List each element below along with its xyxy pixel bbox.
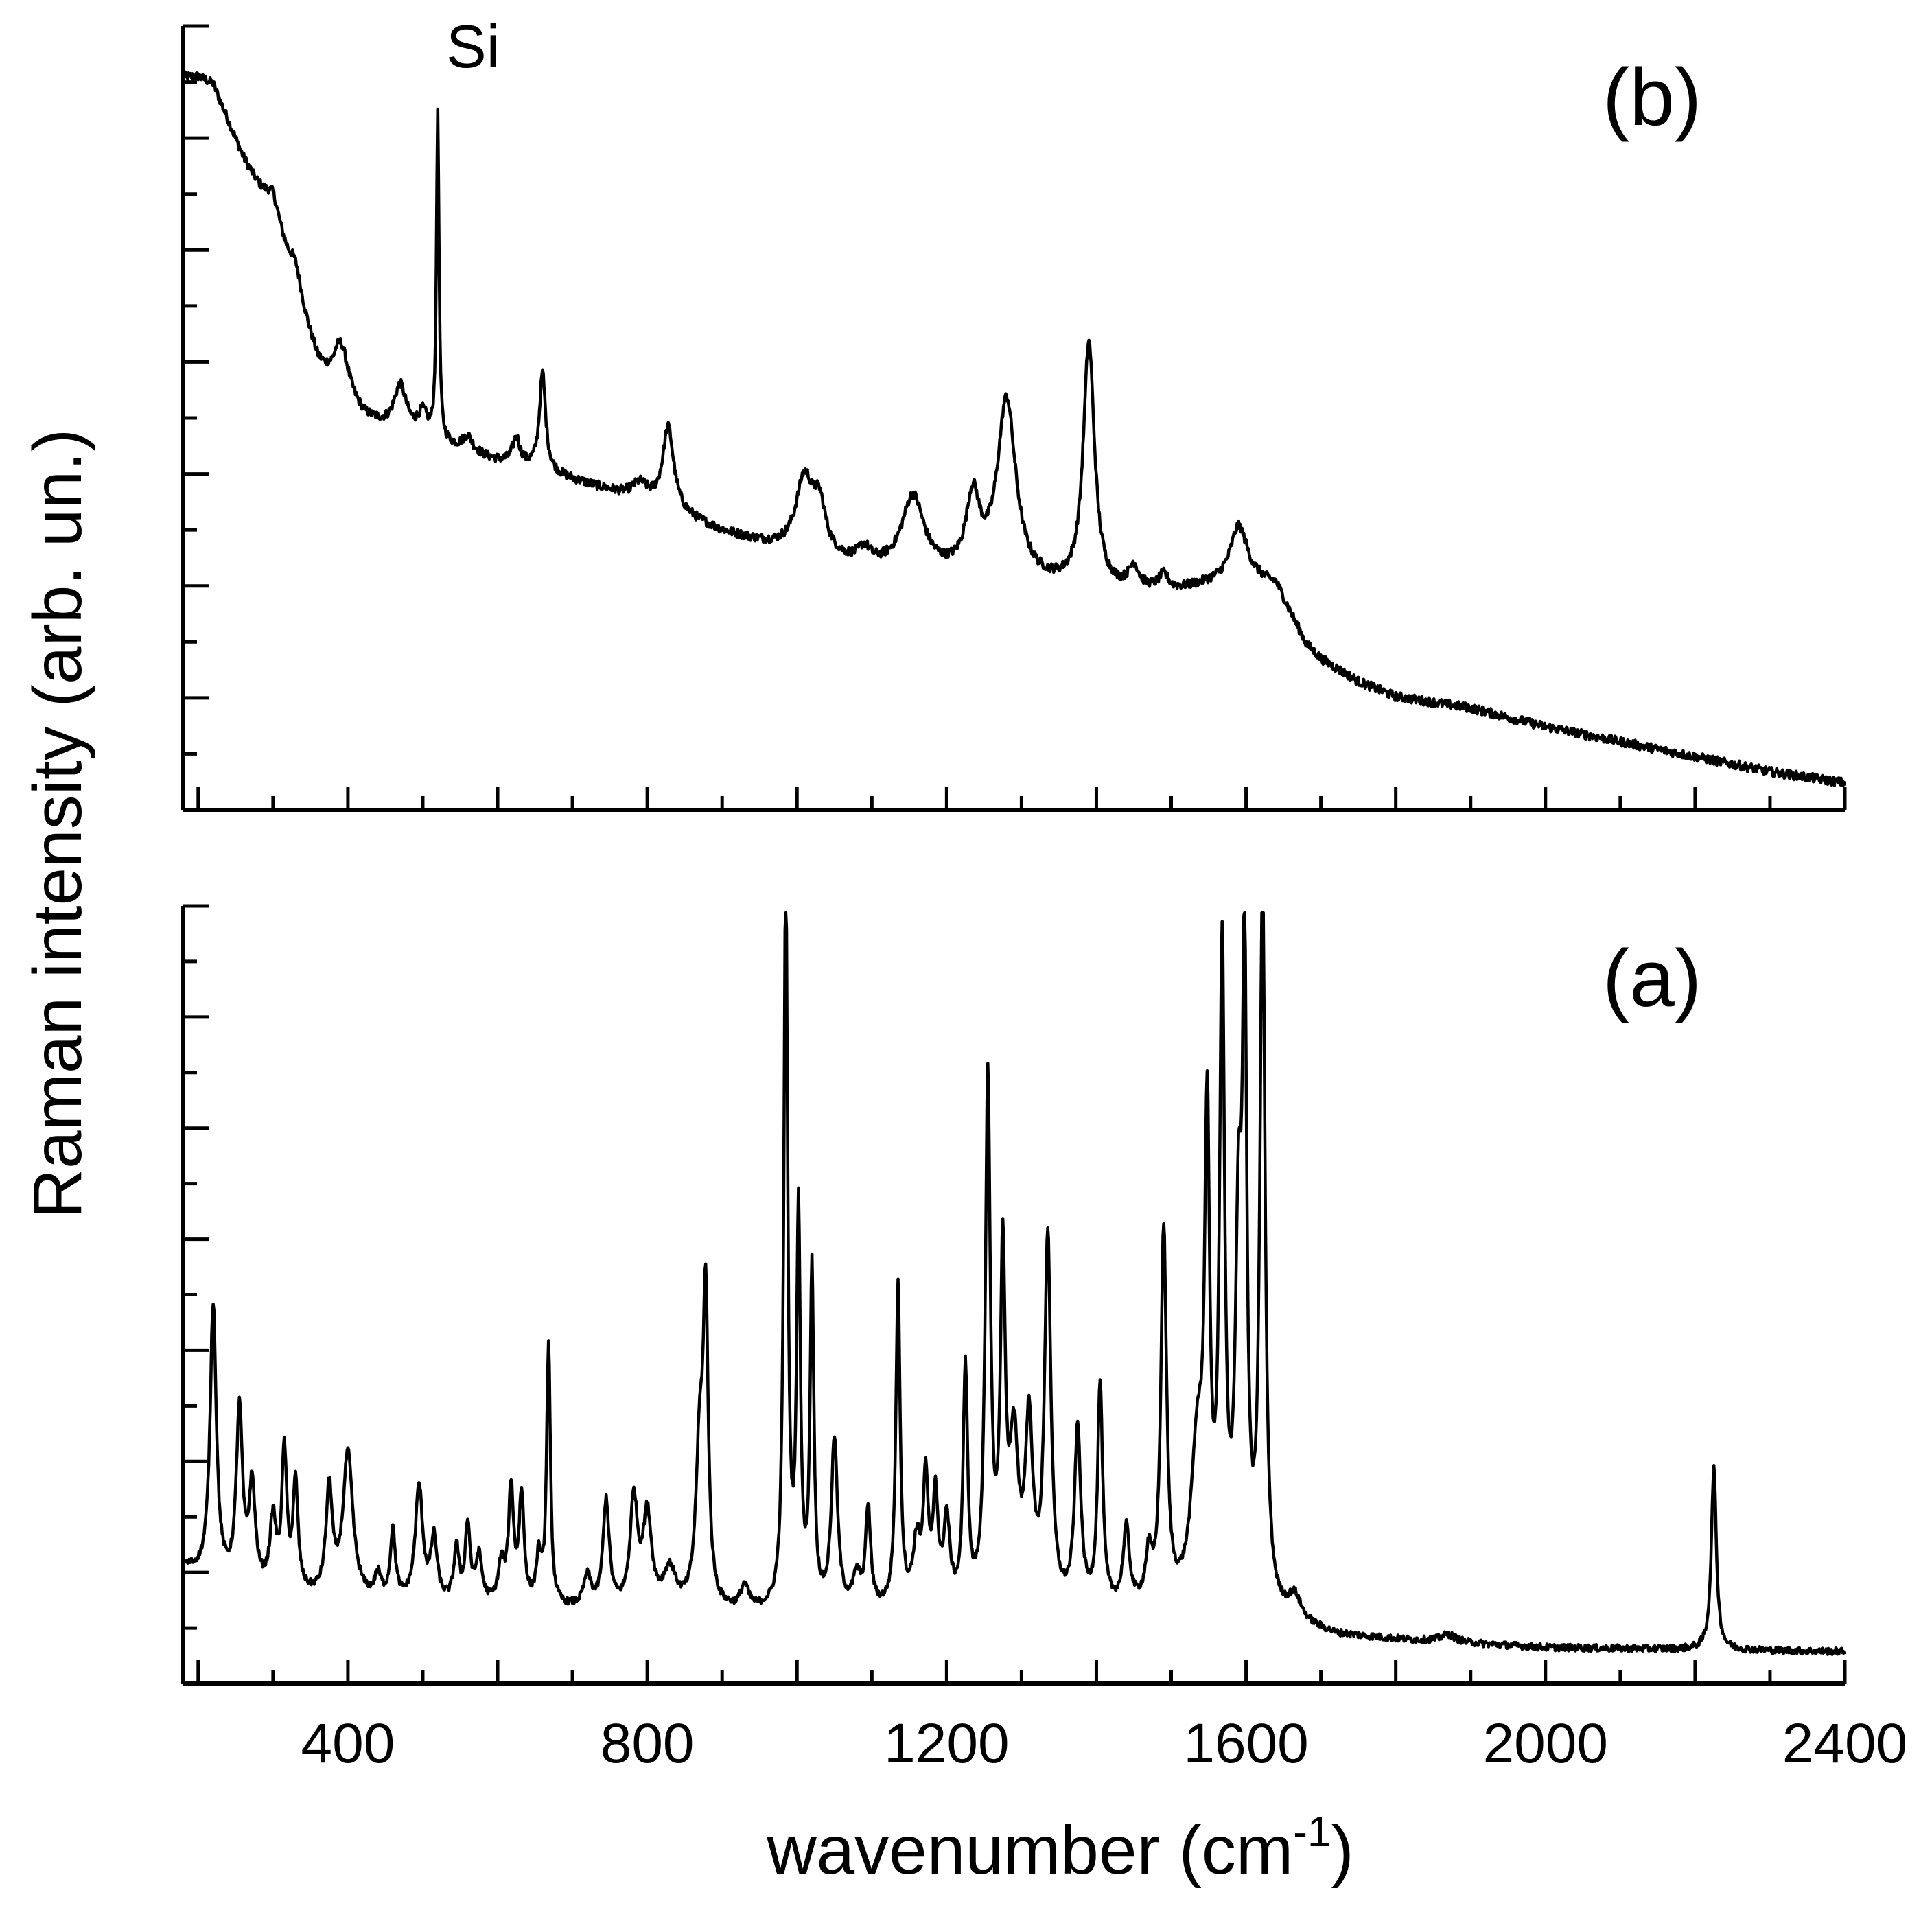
x-axis-title-main: wavenumber (cm [766,1812,1293,1889]
panel-a-spectrum-line [181,911,1846,1656]
x-tick-label-2400: 2400 [1782,1712,1907,1775]
panel-b-spectrum-line [181,70,1847,787]
si-peak-annotation: Si [446,12,500,80]
x-tick-label-1200: 1200 [884,1712,1009,1775]
x-tick-label-400: 400 [301,1712,395,1775]
panel-a-x-ticks [196,1660,1847,1684]
x-tick-label-1600: 1600 [1183,1712,1308,1775]
y-axis-title: Raman intensity (arb. un.) [19,429,96,1219]
panel-a-x-tick-labels: 400 800 1200 1600 2000 2400 [301,1712,1908,1775]
x-tick-label-2000: 2000 [1483,1712,1608,1775]
x-axis-title: wavenumber (cm-1) [766,1808,1353,1889]
panel-b-label: (b) [1603,52,1701,143]
panel-b-x-ticks [196,787,1847,810]
panel-a-label: (a) [1603,933,1701,1024]
panel-b-y-ticks [183,24,209,812]
panel-a-y-ticks [183,904,209,1686]
panel-b-chart: Si (b) [181,12,1847,812]
panel-a-chart: 400 800 1200 1600 2000 2400 (a) [181,904,1908,1775]
x-tick-label-800: 800 [601,1712,695,1775]
x-axis-title-close: ) [1331,1812,1353,1889]
x-axis-title-superscript: -1 [1293,1808,1331,1856]
